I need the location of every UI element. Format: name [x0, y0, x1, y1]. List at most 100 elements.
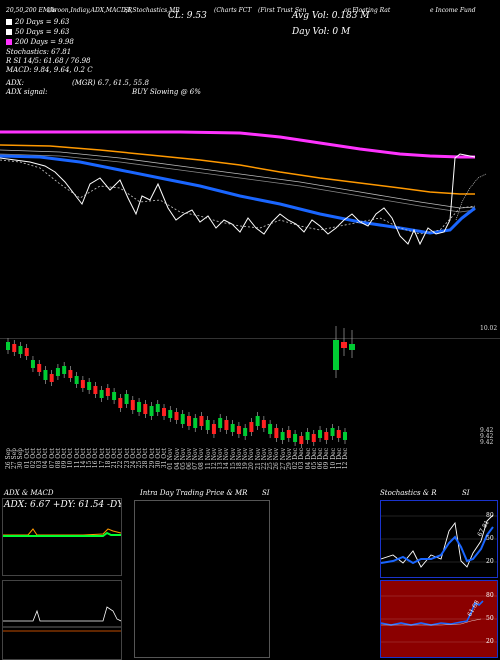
candle-down: [80, 380, 85, 388]
close-price: CL: 9.53: [168, 11, 207, 21]
ema20-line: [0, 154, 476, 235]
stoch-tick-80: 80: [486, 512, 494, 519]
candle-down: [336, 430, 341, 438]
price-label-b: 9.42: [480, 433, 494, 440]
candle-down: [286, 430, 291, 438]
header-fund-name-2: or Floating Rat: [344, 7, 391, 14]
candle-up: [30, 360, 35, 368]
rsi-tick-20: 20: [486, 638, 494, 645]
candle-up: [318, 430, 323, 438]
candle-up: [6, 342, 10, 350]
stoch-overlay-line: [455, 173, 487, 221]
candle-up: [349, 344, 355, 350]
candle-down: [118, 398, 123, 408]
legend-ema50: 50 Days = 9.63: [6, 28, 69, 36]
adx-macd-title: ADX & MACD: [4, 489, 54, 497]
candle-down: [24, 348, 29, 356]
candle-down: [324, 432, 329, 440]
candle-up: [305, 432, 310, 440]
mid-band-line: [0, 153, 476, 213]
candle-down: [93, 386, 98, 394]
candle-up: [168, 410, 173, 418]
header-indicators-label: (Aroon,Indiay,ADX,MACD,R: [48, 7, 133, 14]
legend-ema20: 20 Days = 9.63: [6, 18, 69, 26]
day-volume: Day Vol: 0 M: [292, 27, 351, 37]
stoch-tick-20: 20: [486, 558, 494, 565]
candle-down: [37, 364, 42, 372]
adx-signal-label: ADX signal:: [6, 88, 48, 96]
candle-down: [199, 416, 204, 426]
stochastics-panel: 80 50 20 67.81: [380, 500, 498, 578]
candle-up: [330, 428, 335, 436]
price-label-c: 9.42: [480, 439, 494, 446]
candle-up: [74, 376, 79, 384]
candle-up: [112, 392, 117, 400]
candle-down: [12, 344, 17, 352]
candle-down: [261, 420, 266, 428]
candle-down: [341, 342, 347, 348]
candle-down: [68, 370, 73, 378]
candle-down: [130, 400, 135, 410]
adx-minus-line: [3, 531, 121, 537]
candle-up: [243, 428, 248, 436]
intraday-title: Intra Day Trading Price & MR: [140, 489, 248, 497]
price-label-a: 9.42: [480, 427, 494, 434]
candle-up: [149, 406, 154, 416]
candle-up: [18, 346, 23, 354]
adx-panel: ADX: 6.67 +DY: 61.54 -DY: 53.85: [2, 498, 122, 576]
intraday-panel: [134, 500, 270, 658]
adx-panel-values: ADX: 6.67 +DY: 61.54 -DY: 53.85: [4, 500, 122, 510]
candle-up: [193, 418, 198, 428]
candle-up: [268, 424, 273, 434]
candle-down: [299, 436, 304, 444]
candlestick-chart: [6, 326, 355, 448]
candle-up: [137, 402, 142, 412]
stochastics-value: Stochastics: 67.81: [6, 48, 72, 56]
candle-up: [180, 414, 185, 424]
intraday-si: SI: [262, 489, 270, 497]
candle-up: [55, 368, 60, 376]
price-line: [0, 153, 476, 246]
candle-up: [99, 390, 104, 398]
candle-down: [162, 408, 167, 416]
legend-ema200: 200 Days = 9.98: [6, 38, 74, 46]
candle-up: [280, 432, 285, 440]
candle-up: [218, 418, 223, 428]
candle-down: [211, 424, 216, 434]
candle-down: [174, 412, 179, 420]
header-fund-name-3: e Income Fund: [430, 7, 476, 14]
candle-up: [230, 424, 235, 432]
stoch-title: Stochastics & R: [380, 489, 437, 497]
candle-down: [311, 434, 316, 442]
ema50-line: [0, 144, 475, 195]
rsi-value: R SI 14/5: 61.68 / 76.98: [6, 57, 91, 65]
rsi-tick-80: 80: [486, 592, 494, 599]
adx-value: (MGR) 6.7, 61.5, 55.8: [72, 79, 149, 87]
candle-up: [333, 340, 339, 370]
macd-value: MACD: 9.84, 9.64, 0.2 C: [6, 66, 93, 74]
rsi-line: [381, 600, 484, 626]
price-dotted-line: [0, 159, 476, 235]
header-ticker: (Charts FCT: [214, 7, 252, 14]
adx-plus-line: [3, 528, 121, 536]
candle-up: [87, 382, 92, 390]
candle-down: [143, 404, 148, 414]
candle-up: [62, 366, 67, 374]
candle-down: [236, 426, 241, 434]
rsi-panel: 80 50 20 61.68: [380, 580, 498, 658]
stoch-tick-50: 50: [486, 535, 494, 542]
average-volume: Avg Vol: 0.183 M: [292, 11, 370, 21]
ema-chart: [0, 130, 487, 246]
rsi-thin-line: [381, 618, 482, 626]
rsi-tick-50: 50: [486, 615, 494, 622]
candle-up: [43, 370, 48, 380]
adx-label: ADX:: [6, 79, 25, 87]
candle-down: [224, 420, 229, 430]
candle-down: [105, 388, 110, 396]
stoch-si: SI: [462, 489, 470, 497]
candle-down: [274, 428, 279, 438]
header-ema-label: 20,50,200 EMAs: [6, 7, 57, 14]
stoch-d-line: [381, 526, 494, 565]
candle-down: [186, 416, 191, 426]
candle-down: [249, 422, 254, 432]
